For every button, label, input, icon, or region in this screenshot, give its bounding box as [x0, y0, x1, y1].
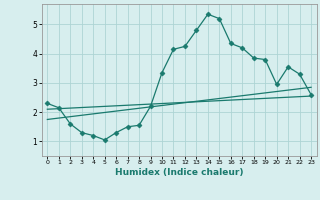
X-axis label: Humidex (Indice chaleur): Humidex (Indice chaleur) — [115, 168, 244, 177]
